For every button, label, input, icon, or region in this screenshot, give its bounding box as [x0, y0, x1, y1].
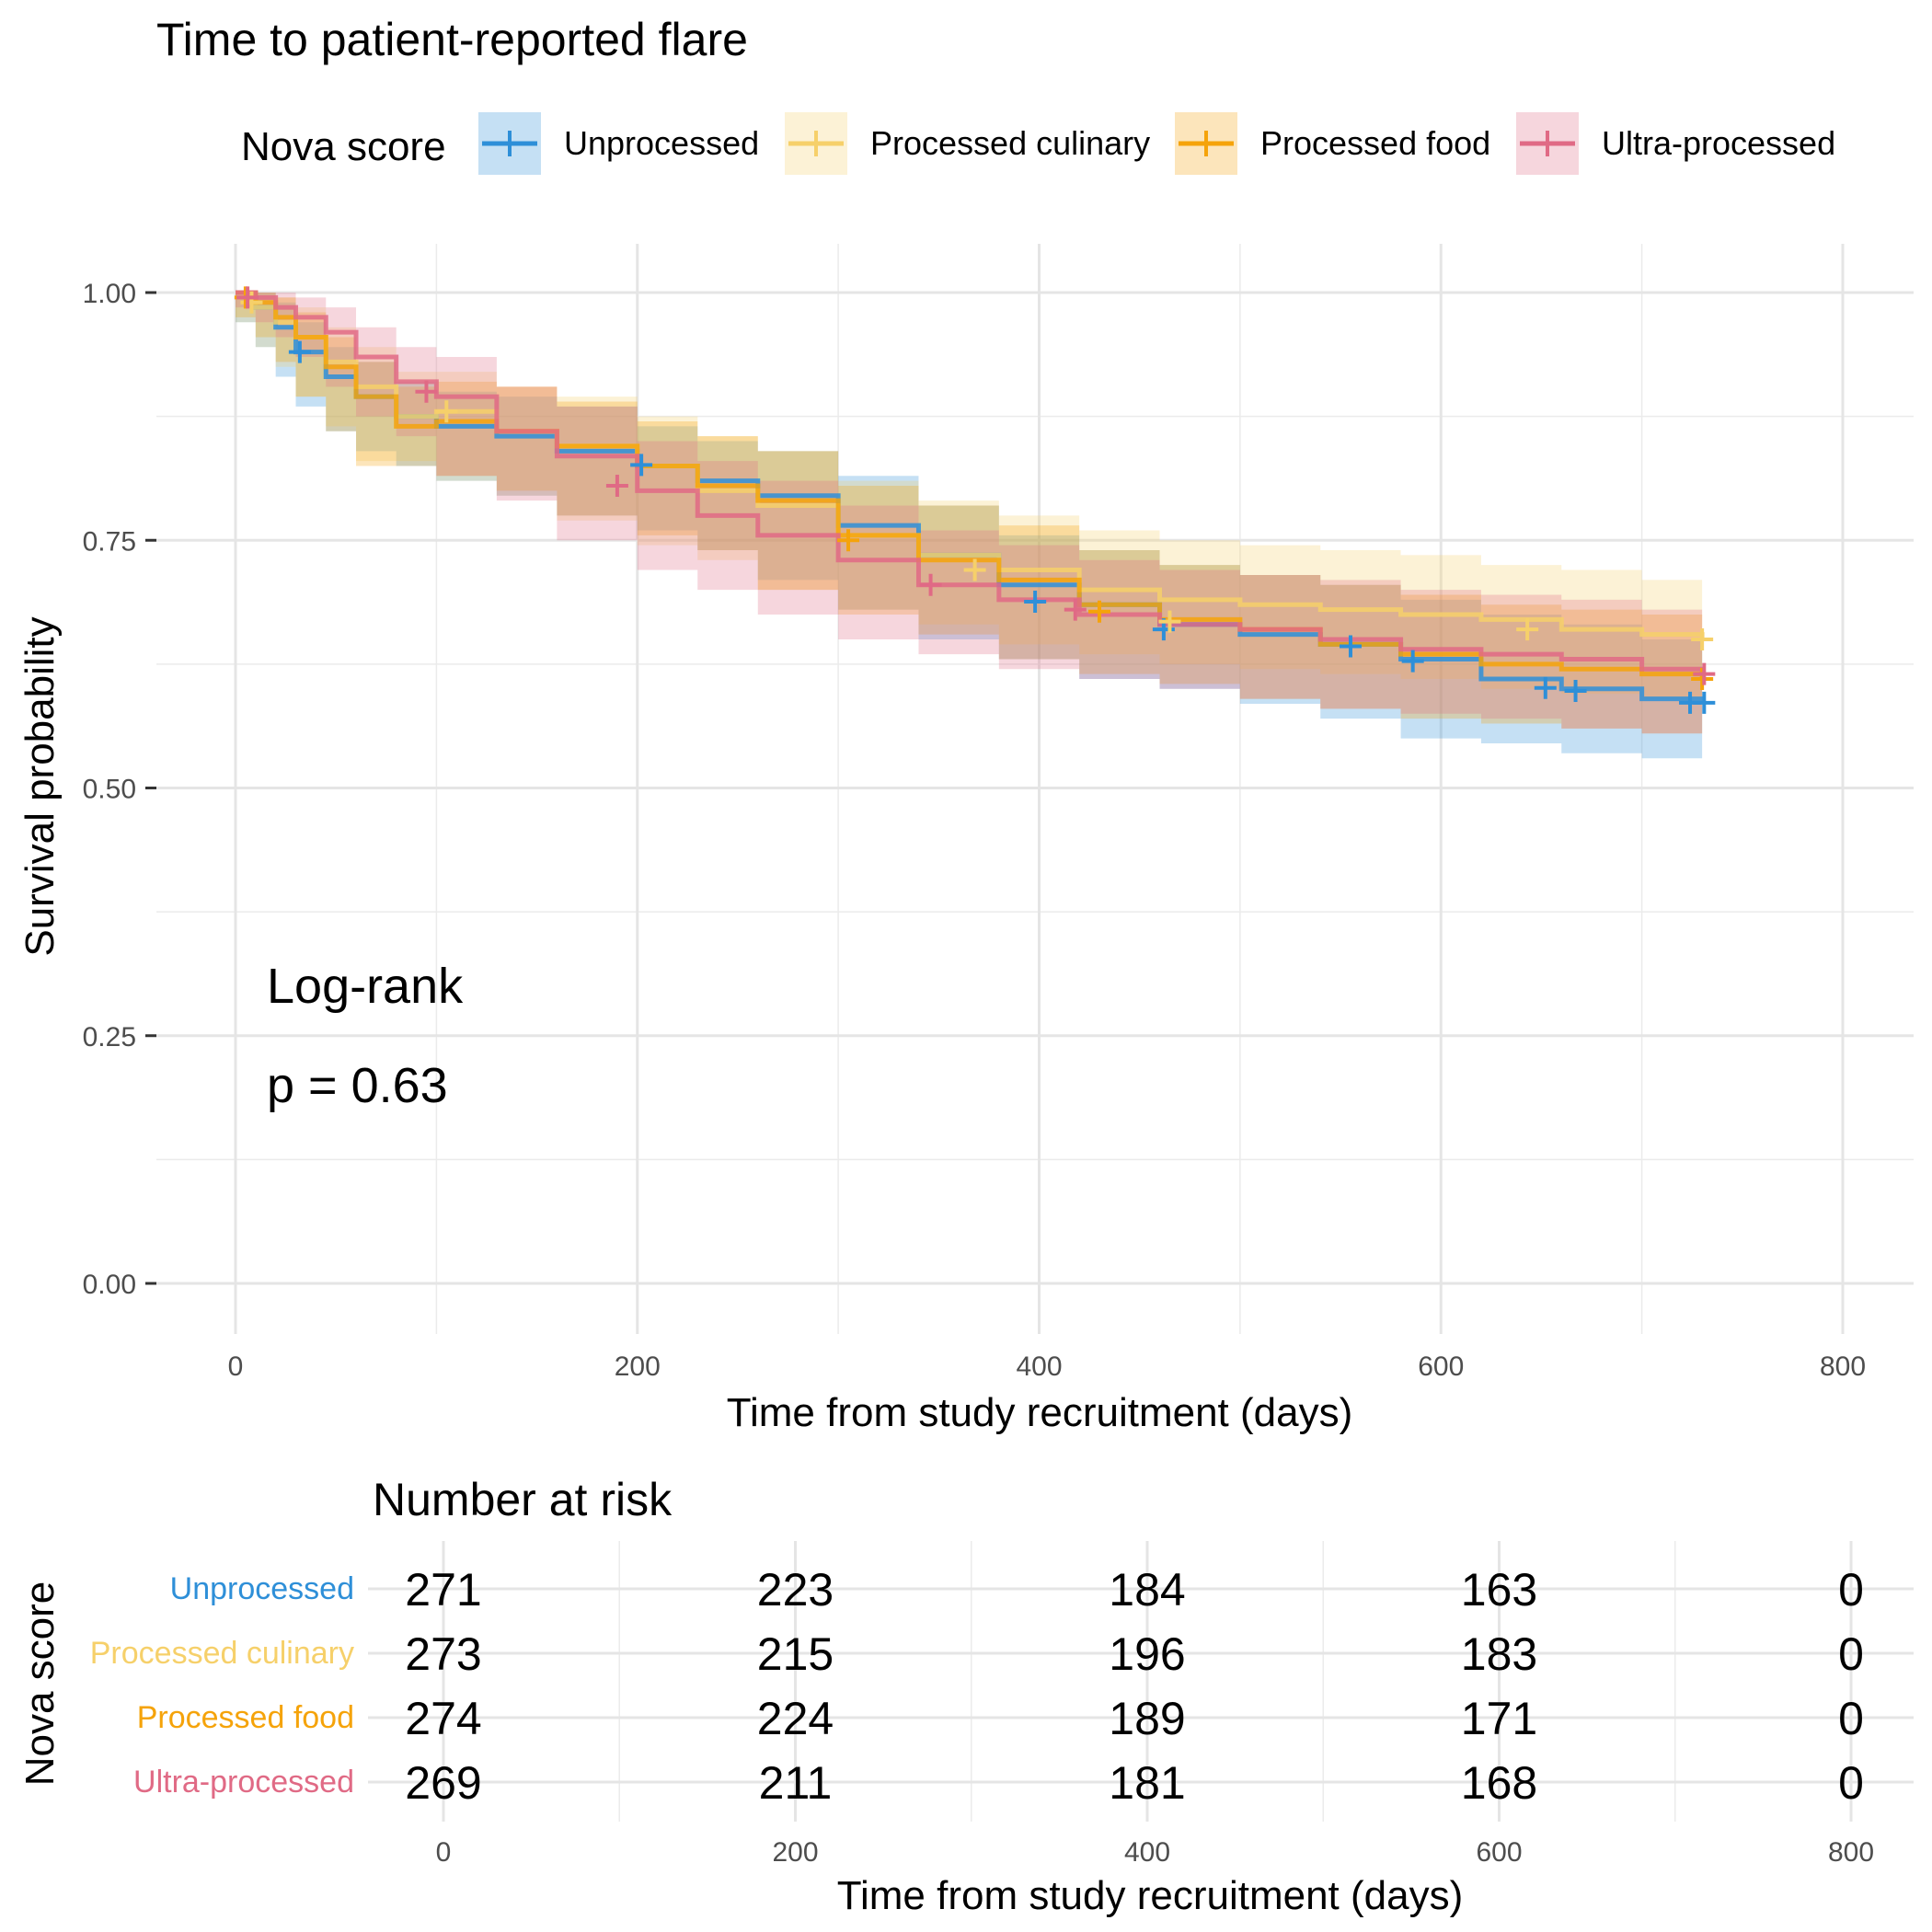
- risk-count: 0: [1838, 1564, 1864, 1616]
- risk-count: 273: [405, 1628, 481, 1680]
- km-y-tick-label: 1.00: [83, 279, 136, 309]
- km-censor-mark: [963, 558, 986, 581]
- risk-y-axis-label: Nova score: [17, 1581, 63, 1787]
- risk-table-rows: Unprocessed 271 223 184 163 0 Processed culina…: [90, 1564, 1864, 1809]
- km-band-series-0: [236, 293, 1703, 759]
- legend-title: Nova score: [241, 124, 446, 169]
- logrank-pvalue: p = 0.63: [267, 1058, 448, 1113]
- legend-entry-label: Processed culinary: [870, 124, 1150, 162]
- km-censor-mark: [1691, 627, 1714, 650]
- risk-count: 211: [759, 1757, 833, 1809]
- risk-table: Number at risk Unprocessed 271 223 184 163 0 P…: [17, 1474, 1914, 1918]
- km-censor-mark: [415, 380, 438, 403]
- risk-row-label: Ultra-processed: [133, 1765, 354, 1800]
- km-band-series-3: [236, 293, 1703, 734]
- km-censor-mark: [1064, 598, 1087, 621]
- legend-entry-label: Ultra-processed: [1602, 124, 1835, 162]
- km-censor-mark: [1158, 610, 1181, 633]
- risk-count: 171: [1461, 1693, 1537, 1744]
- legend-entry-label: Unprocessed: [564, 124, 759, 162]
- km-censor-mark: [288, 340, 311, 363]
- km-censor-mark: [1693, 691, 1716, 714]
- km-censor-mark: [1024, 591, 1047, 614]
- km-band-series-2: [236, 293, 1703, 734]
- km-y-axis-label: Survival probability: [17, 616, 63, 956]
- risk-count: 0: [1838, 1628, 1864, 1680]
- risk-count: 163: [1461, 1564, 1537, 1616]
- km-x-tick-label: 400: [1016, 1351, 1062, 1382]
- risk-x-tick-label: 600: [1476, 1837, 1522, 1868]
- risk-table-title: Number at risk: [373, 1474, 673, 1525]
- km-censor-mark: [919, 573, 942, 596]
- risk-count: 168: [1461, 1757, 1537, 1809]
- logrank-annotation: Log-rank p = 0.63: [267, 959, 464, 1113]
- risk-count: 189: [1109, 1693, 1185, 1744]
- risk-count: 223: [757, 1564, 834, 1616]
- km-survival-curves: [236, 290, 1705, 704]
- legend: Nova score Unprocessed Processed culinary…: [241, 112, 1835, 175]
- km-censor-mark: [1564, 679, 1587, 702]
- risk-count: 0: [1838, 1693, 1864, 1744]
- km-censor-mark: [1339, 635, 1362, 658]
- km-x-tick-label: 0: [228, 1351, 244, 1382]
- km-censor-mark: [1401, 650, 1424, 673]
- risk-row-label: Processed food: [137, 1700, 354, 1735]
- risk-x-tick-label: 200: [772, 1837, 818, 1868]
- km-curve-series-3: [236, 290, 1705, 674]
- km-censor-mark: [605, 475, 628, 498]
- risk-table-grid: [368, 1541, 1914, 1822]
- km-censor-mark: [1693, 662, 1716, 685]
- risk-count: 183: [1461, 1628, 1537, 1680]
- km-x-axis-label: Time from study recruitment (days): [727, 1390, 1353, 1435]
- km-curve-series-2: [236, 290, 1705, 680]
- km-grid: [156, 244, 1914, 1334]
- legend-entry-label: Processed food: [1260, 124, 1490, 162]
- risk-row-label: Unprocessed: [170, 1571, 354, 1606]
- km-censor-mark: [1691, 668, 1714, 691]
- risk-count: 181: [1109, 1757, 1185, 1809]
- risk-x-axis-label: Time from study recruitment (days): [837, 1873, 1464, 1918]
- risk-row-label: Processed culinary: [90, 1636, 354, 1671]
- km-censor-mark: [837, 529, 860, 552]
- km-censor-marks: [234, 286, 1716, 714]
- km-x-tick-label: 600: [1418, 1351, 1464, 1382]
- km-censor-mark: [435, 400, 458, 423]
- km-x-tick-label: 800: [1820, 1351, 1866, 1382]
- risk-count: 196: [1109, 1628, 1185, 1680]
- risk-count: 215: [757, 1628, 834, 1680]
- risk-count: 224: [757, 1693, 834, 1744]
- risk-x-tick-label: 400: [1124, 1837, 1170, 1868]
- km-censor-mark: [236, 286, 259, 309]
- km-censor-mark: [1534, 676, 1557, 699]
- risk-x-tick-label: 800: [1828, 1837, 1874, 1868]
- km-censor-mark: [1516, 618, 1539, 641]
- km-panel: 0.00 0.25 0.50 0.75 1.00 0 200 400 600 800: [83, 244, 1914, 1382]
- risk-table-axis: 0 200 400 600 800: [436, 1837, 1874, 1868]
- risk-count: 269: [405, 1757, 481, 1809]
- logrank-label: Log-rank: [267, 959, 464, 1014]
- risk-count: 271: [405, 1564, 481, 1616]
- km-censor-mark: [1088, 600, 1111, 623]
- km-y-tick-label: 0.75: [83, 526, 136, 557]
- km-y-tick-label: 0.00: [83, 1270, 136, 1300]
- risk-count: 274: [405, 1693, 481, 1744]
- km-confidence-bands: [236, 293, 1703, 759]
- km-censor-mark: [630, 454, 653, 477]
- km-x-tick-label: 200: [615, 1351, 661, 1382]
- km-axes: 0.00 0.25 0.50 0.75 1.00 0 200 400 600 800: [83, 279, 1866, 1382]
- km-band-series-1: [236, 293, 1703, 699]
- risk-x-tick-label: 0: [436, 1837, 452, 1868]
- risk-count: 0: [1838, 1757, 1864, 1809]
- risk-count: 184: [1109, 1564, 1185, 1616]
- chart-title: Time to patient-reported flare: [156, 14, 748, 65]
- km-y-tick-label: 0.50: [83, 775, 136, 805]
- km-y-tick-label: 0.25: [83, 1022, 136, 1052]
